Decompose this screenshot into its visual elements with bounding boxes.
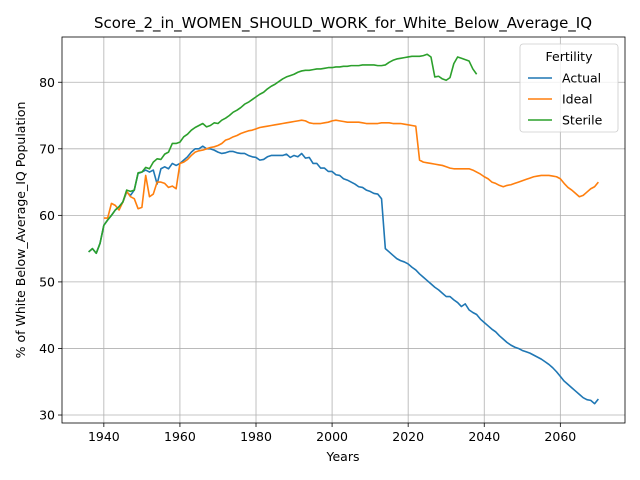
legend-label-sterile: Sterile [562, 113, 603, 128]
y-tick-label: 60 [39, 208, 55, 223]
y-tick-label: 30 [39, 408, 55, 423]
x-tick-label: 2040 [468, 429, 500, 444]
legend-label-ideal: Ideal [562, 92, 592, 107]
y-tick-label: 50 [39, 274, 55, 289]
x-tick-label: 1960 [164, 429, 196, 444]
series-line-actual [88, 145, 599, 405]
x-tick-label: 1940 [88, 429, 120, 444]
x-tick-label: 2000 [316, 429, 348, 444]
x-tick-label: 2020 [392, 429, 424, 444]
series-line-sterile [88, 53, 478, 255]
y-tick-label: 70 [39, 141, 55, 156]
legend-title: Fertility [546, 49, 594, 64]
series-line-ideal [103, 119, 599, 219]
y-tick-label: 40 [39, 341, 55, 356]
y-axis-label: % of White Below_Average_IQ Population [13, 102, 28, 359]
y-tick-label: 80 [39, 75, 55, 90]
legend-box [519, 43, 619, 133]
plot-frame [61, 36, 626, 424]
legend: Fertility Actual Ideal Sterile [519, 43, 619, 133]
x-tick-label: 2060 [544, 429, 576, 444]
x-axis: 1940 1960 1980 2000 2020 2040 2060 [88, 423, 576, 444]
chart-title: Score_2_in_WOMEN_SHOULD_WORK_for_White_B… [94, 14, 592, 33]
legend-items: Actual Ideal Sterile [528, 71, 603, 128]
legend-label-actual: Actual [562, 71, 601, 86]
series-layer [88, 53, 599, 405]
x-axis-label: Years [326, 449, 360, 464]
y-axis: 30 40 50 60 70 80 [39, 75, 62, 423]
x-tick-label: 1980 [240, 429, 272, 444]
